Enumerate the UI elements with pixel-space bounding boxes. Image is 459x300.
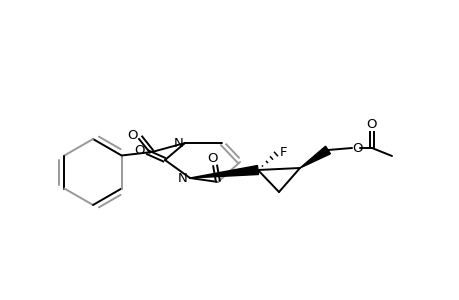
Text: N: N [178, 172, 187, 184]
Polygon shape [190, 166, 258, 178]
Text: N: N [174, 136, 184, 149]
Text: O: O [366, 118, 376, 130]
Text: F: F [280, 146, 287, 158]
Polygon shape [299, 146, 330, 168]
Text: O: O [352, 142, 363, 154]
Text: O: O [128, 128, 138, 142]
Text: O: O [207, 152, 218, 164]
Text: O: O [134, 143, 145, 157]
